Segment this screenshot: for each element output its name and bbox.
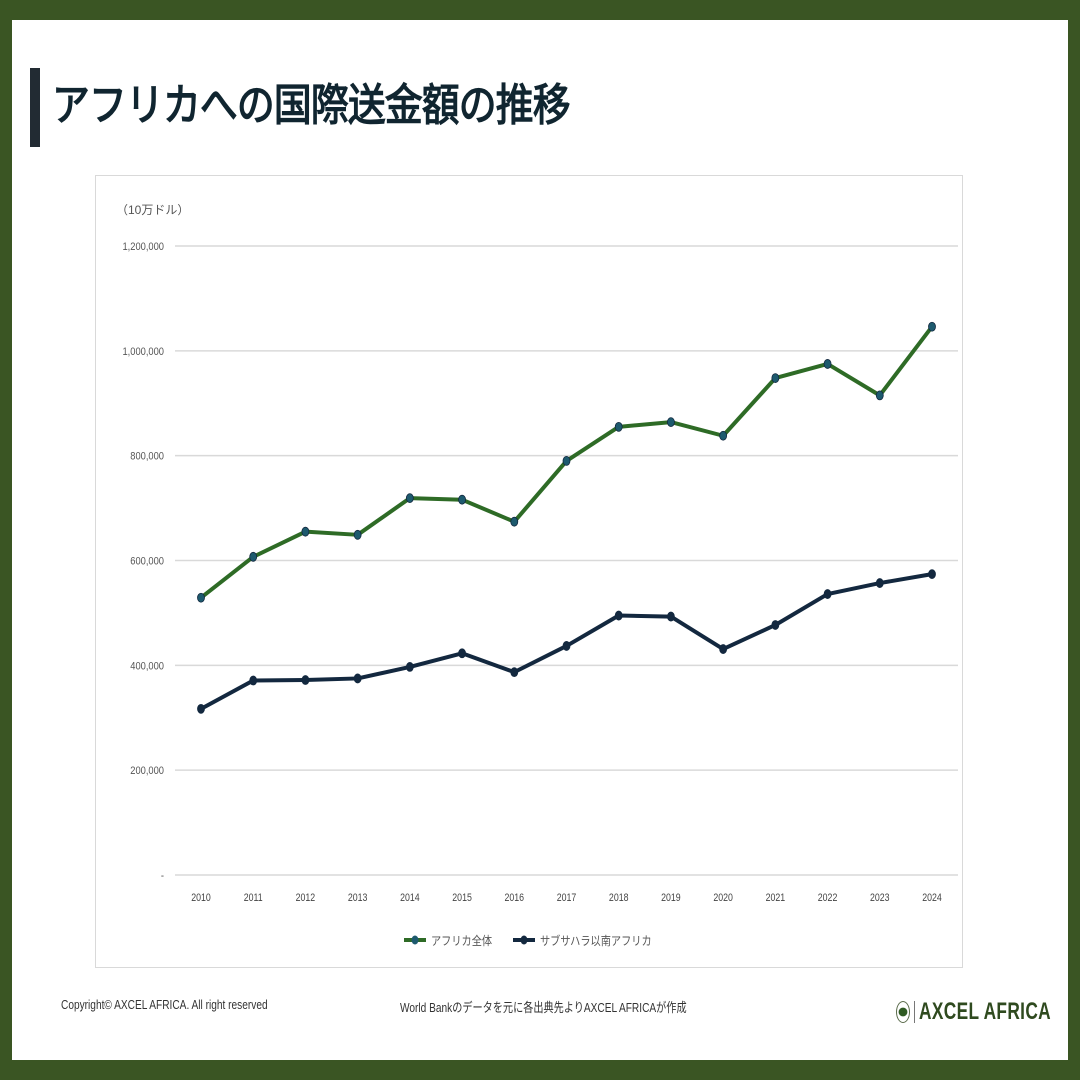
data-point-marker bbox=[771, 620, 780, 630]
data-point-marker bbox=[667, 417, 675, 428]
data-point-marker bbox=[301, 526, 310, 537]
data-point-marker bbox=[928, 321, 936, 332]
x-tick-label: 2016 bbox=[504, 892, 524, 904]
y-tick-label: 800,000 bbox=[130, 451, 164, 463]
data-point-marker bbox=[562, 641, 571, 651]
x-tick-label: 2014 bbox=[400, 892, 420, 904]
logo-divider bbox=[914, 1001, 915, 1023]
data-point-marker bbox=[719, 430, 728, 441]
data-point-marker bbox=[823, 589, 832, 599]
data-point-marker bbox=[510, 516, 519, 527]
x-tick-label: 2010 bbox=[191, 892, 211, 904]
data-point-marker bbox=[197, 703, 205, 714]
legend-label: アフリカ全体 bbox=[431, 933, 492, 948]
data-point-marker bbox=[249, 551, 258, 562]
source-note: World Bankのデータを元に各出典先よりAXCEL AFRICAが作成 bbox=[400, 1000, 687, 1015]
legend-marker-icon bbox=[520, 935, 528, 945]
axcel-africa-logo: AXCEL AFRICA bbox=[896, 998, 1080, 1026]
data-point-marker bbox=[353, 529, 362, 540]
y-tick-label: 1,000,000 bbox=[122, 346, 164, 358]
data-point-marker bbox=[405, 493, 414, 504]
logo-text: AXCEL AFRICA bbox=[919, 998, 1052, 1025]
x-tick-label: 2021 bbox=[766, 892, 786, 904]
y-tick-label: 200,000 bbox=[130, 766, 164, 778]
data-point-marker bbox=[614, 610, 623, 621]
title-accent-bar bbox=[30, 68, 40, 147]
y-tick-label: - bbox=[161, 870, 164, 882]
data-point-marker bbox=[875, 578, 884, 588]
x-tick-label: 2017 bbox=[557, 892, 577, 904]
data-point-marker bbox=[353, 673, 362, 684]
legend-label: サブサハラ以南アフリカ bbox=[540, 933, 652, 948]
data-point-marker bbox=[823, 359, 832, 369]
legend-marker-icon bbox=[411, 935, 419, 945]
data-point-marker bbox=[614, 421, 623, 432]
x-tick-label: 2023 bbox=[870, 892, 890, 904]
data-point-marker bbox=[301, 675, 310, 685]
data-point-marker bbox=[458, 648, 466, 659]
x-tick-label: 2020 bbox=[713, 892, 733, 904]
data-point-marker bbox=[510, 667, 519, 678]
data-point-marker bbox=[771, 373, 780, 383]
x-tick-label: 2024 bbox=[922, 892, 942, 904]
copyright-text: Copyright© AXCEL AFRICA. All right reser… bbox=[61, 997, 268, 1012]
x-tick-label: 2019 bbox=[661, 892, 681, 904]
x-tick-label: 2015 bbox=[452, 892, 472, 904]
x-tick-label: 2013 bbox=[348, 892, 368, 904]
x-tick-label: 2018 bbox=[609, 892, 629, 904]
data-point-marker bbox=[719, 644, 728, 654]
x-tick-label: 2012 bbox=[296, 892, 316, 904]
data-point-marker bbox=[667, 611, 675, 622]
data-point-marker bbox=[197, 592, 205, 603]
data-point-marker bbox=[405, 662, 414, 672]
data-point-marker bbox=[562, 456, 571, 466]
x-tick-label: 2022 bbox=[818, 892, 838, 904]
y-unit-label: （10万ドル） bbox=[116, 203, 189, 217]
data-point-marker bbox=[458, 494, 466, 505]
page-title: アフリカへの国際送金額の推移 bbox=[52, 80, 571, 131]
y-tick-label: 1,200,000 bbox=[122, 241, 164, 253]
data-point-marker bbox=[928, 569, 936, 580]
data-point-marker bbox=[875, 390, 884, 401]
y-tick-label: 600,000 bbox=[130, 556, 164, 568]
data-point-marker bbox=[249, 675, 258, 686]
x-tick-label: 2011 bbox=[244, 892, 263, 904]
y-tick-label: 400,000 bbox=[130, 661, 164, 673]
africa-emblem-icon bbox=[896, 1001, 910, 1023]
chart-frame bbox=[95, 175, 963, 968]
